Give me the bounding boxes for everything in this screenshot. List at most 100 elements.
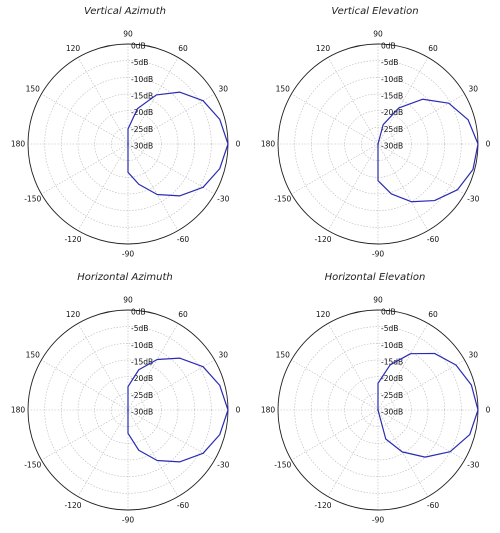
angle-tick-label: 90: [123, 296, 133, 305]
grid-ring: [44, 326, 212, 494]
angle-tick-label: -90: [122, 250, 134, 259]
angle-tick-label: -150: [24, 195, 41, 204]
grid-spoke: [41, 409, 129, 461]
angle-tick-label: -120: [64, 501, 81, 510]
grid-ring: [294, 326, 462, 494]
series-line: [127, 91, 229, 197]
grid-ring: [111, 127, 145, 161]
angle-tick-label: -30: [217, 195, 229, 204]
grid-spoke: [377, 143, 465, 195]
radial-tick-label: -20dB: [131, 374, 153, 383]
angle-tick-label: 180: [11, 406, 26, 415]
grid-spoke: [327, 57, 379, 145]
chart-title: Vertical Azimuth: [83, 6, 166, 17]
radial-tick-label: -5dB: [381, 58, 398, 67]
grid-spoke: [327, 323, 379, 411]
angle-tick-label: -30: [467, 461, 479, 470]
grid-spoke: [377, 409, 465, 461]
radial-tick-label: 0dB: [381, 308, 396, 317]
grid-spoke: [77, 143, 129, 231]
series-line: [377, 352, 479, 458]
radial-tick-label: 0dB: [131, 308, 146, 317]
grid-spoke: [77, 409, 129, 497]
angle-tick-label: 60: [428, 310, 438, 319]
radial-tick-label: -25dB: [131, 125, 153, 134]
angle-tick-label: -60: [427, 501, 439, 510]
angle-tick-label: 30: [218, 85, 228, 94]
chart-title: Horizontal Elevation: [324, 272, 426, 283]
polar-plot: 0 30 60 90 120 150 180 -150 -120 -90 -60 -30 0dB -5dB…: [261, 30, 491, 259]
chart-title: Horizontal Azimuth: [77, 272, 173, 283]
angle-tick-label: 150: [26, 351, 41, 360]
angle-tick-label: 60: [178, 44, 188, 53]
angle-tick-label: -90: [372, 516, 384, 525]
grid-spoke: [377, 93, 465, 145]
radial-tick-label: -10dB: [381, 75, 403, 84]
radial-tick-label: 0dB: [131, 42, 146, 51]
radial-tick-label: -15dB: [381, 358, 403, 367]
angle-tick-label: -150: [274, 195, 291, 204]
angle-tick-label: -120: [314, 501, 331, 510]
polar-plot: 0 30 60 90 120 150 180 -150 -120 -90 -60 -30 0dB -5dB…: [11, 30, 241, 259]
radial-tick-label: -25dB: [381, 125, 403, 134]
polar-chart-vertical-azimuth: Vertical Azimuth 0 30 60 90 120 150 180 -150 -12…: [0, 0, 250, 266]
radial-tick-label: 0dB: [381, 42, 396, 51]
radial-tick-label: -20dB: [131, 108, 153, 117]
radial-tick-label: -30dB: [131, 408, 153, 417]
grid-ring: [294, 60, 462, 228]
angle-tick-label: 0: [236, 406, 241, 415]
grid-spoke: [41, 143, 129, 195]
grid-spoke: [41, 359, 129, 411]
angle-tick-label: -60: [177, 235, 189, 244]
angle-tick-label: -30: [467, 195, 479, 204]
angle-tick-label: 90: [373, 296, 383, 305]
angle-tick-label: 0: [486, 140, 491, 149]
grid-ring: [327, 359, 429, 461]
angle-tick-label: 60: [178, 310, 188, 319]
angle-tick-label: -150: [274, 461, 291, 470]
radial-tick-label: -5dB: [131, 58, 148, 67]
angle-tick-label: 150: [276, 351, 291, 360]
radial-tick-label: -20dB: [381, 108, 403, 117]
angle-tick-label: -120: [314, 235, 331, 244]
angle-tick-label: -120: [64, 235, 81, 244]
radial-tick-label: -5dB: [131, 324, 148, 333]
grid-spoke: [377, 359, 465, 411]
radial-tick-label: -30dB: [381, 142, 403, 151]
radial-tick-label: -20dB: [381, 374, 403, 383]
chart-title: Vertical Elevation: [331, 6, 419, 17]
grid-spoke: [127, 93, 215, 145]
grid-ring: [327, 93, 429, 195]
radial-tick-label: -5dB: [381, 324, 398, 333]
radial-tick-label: -15dB: [381, 92, 403, 101]
angle-tick-label: 30: [468, 85, 478, 94]
grid-spoke: [127, 359, 215, 411]
angle-tick-label: 30: [218, 351, 228, 360]
grid-spoke: [41, 93, 129, 145]
grid-ring: [361, 127, 395, 161]
angle-tick-label: 150: [276, 85, 291, 94]
radial-tick-label: -15dB: [131, 358, 153, 367]
grid-spoke: [327, 143, 379, 231]
series-line: [377, 98, 479, 203]
angle-tick-label: 0: [236, 140, 241, 149]
angle-tick-label: -90: [122, 516, 134, 525]
series-line: [127, 357, 229, 463]
angle-tick-label: 120: [66, 310, 81, 319]
angle-tick-label: -60: [177, 501, 189, 510]
grid-spoke: [327, 409, 379, 497]
radial-tick-label: -30dB: [381, 408, 403, 417]
angle-tick-label: 120: [316, 44, 331, 53]
angle-tick-label: 150: [26, 85, 41, 94]
polar-chart-vertical-elevation: Vertical Elevation 0 30 60 90 120 150 180 -150 -…: [250, 0, 500, 266]
grid-ring: [77, 93, 179, 195]
grid-spoke: [127, 143, 215, 195]
polar-chart-horizontal-elevation: Horizontal Elevation 0 30 60 90 120 150 180 -15…: [250, 266, 500, 532]
radial-tick-label: -30dB: [131, 142, 153, 151]
angle-tick-label: 120: [316, 310, 331, 319]
grid-spoke: [291, 359, 379, 411]
grid-spoke: [291, 93, 379, 145]
angle-tick-label: -150: [24, 461, 41, 470]
angle-tick-label: 60: [428, 44, 438, 53]
angle-tick-label: -60: [427, 235, 439, 244]
